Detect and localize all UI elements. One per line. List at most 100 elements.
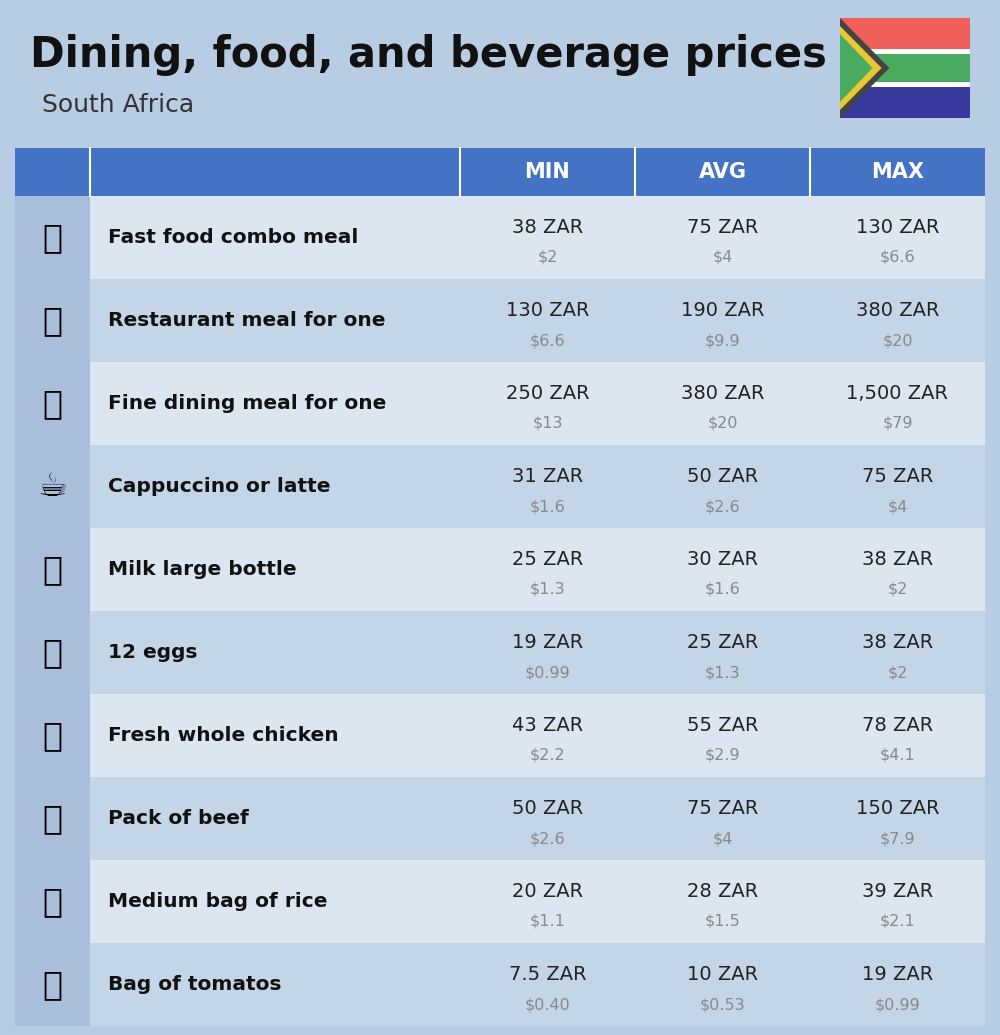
Text: 43 ZAR: 43 ZAR	[512, 716, 583, 735]
Text: $6.6: $6.6	[530, 333, 565, 348]
Bar	[635, 860, 810, 943]
Bar	[15, 148, 90, 196]
Text: 50 ZAR: 50 ZAR	[687, 467, 758, 486]
Text: $2.2: $2.2	[530, 748, 565, 763]
Text: $2.9: $2.9	[705, 748, 740, 763]
Text: 🍗: 🍗	[42, 719, 62, 752]
Text: 38 ZAR: 38 ZAR	[862, 633, 933, 652]
Text: 75 ZAR: 75 ZAR	[862, 467, 933, 486]
Bar	[15, 445, 90, 528]
Bar	[810, 860, 985, 943]
Text: 78 ZAR: 78 ZAR	[862, 716, 933, 735]
Bar	[810, 445, 985, 528]
Bar	[90, 694, 460, 777]
Bar	[810, 148, 985, 196]
Text: 38 ZAR: 38 ZAR	[512, 218, 583, 237]
Text: $0.99: $0.99	[875, 997, 920, 1012]
Text: 10 ZAR: 10 ZAR	[687, 965, 758, 984]
Bar	[90, 777, 460, 860]
Bar	[460, 528, 635, 611]
Bar	[810, 943, 985, 1026]
Text: 🍳: 🍳	[42, 304, 62, 337]
Text: $4: $4	[712, 831, 733, 846]
Bar	[635, 445, 810, 528]
Text: Bag of tomatos: Bag of tomatos	[108, 975, 282, 994]
Bar	[15, 694, 90, 777]
Text: 380 ZAR: 380 ZAR	[681, 384, 764, 403]
Bar	[90, 362, 460, 445]
Text: $2.1: $2.1	[880, 914, 915, 929]
Text: 25 ZAR: 25 ZAR	[687, 633, 758, 652]
Text: 28 ZAR: 28 ZAR	[687, 882, 758, 901]
Text: $1.3: $1.3	[705, 666, 740, 680]
Text: AVG: AVG	[698, 162, 746, 182]
Bar	[460, 943, 635, 1026]
Text: $20: $20	[707, 416, 738, 431]
Text: 🍽: 🍽	[42, 387, 62, 420]
Text: $4: $4	[712, 250, 733, 265]
Text: 250 ZAR: 250 ZAR	[506, 384, 589, 403]
Text: 🍟: 🍟	[42, 221, 62, 254]
Text: 🥚: 🥚	[42, 635, 62, 669]
Text: 150 ZAR: 150 ZAR	[856, 799, 939, 818]
Bar	[90, 148, 460, 196]
Text: 19 ZAR: 19 ZAR	[512, 633, 583, 652]
Text: $2: $2	[537, 250, 558, 265]
Text: South Africa: South Africa	[42, 93, 194, 117]
Bar	[460, 196, 635, 279]
Text: Fine dining meal for one: Fine dining meal for one	[108, 394, 386, 413]
Text: $2.6: $2.6	[705, 499, 740, 514]
Bar	[840, 82, 970, 87]
Bar	[90, 196, 460, 279]
Text: 380 ZAR: 380 ZAR	[856, 301, 939, 320]
Bar	[460, 611, 635, 694]
Text: $6.6: $6.6	[880, 250, 915, 265]
Text: $1.1: $1.1	[530, 914, 565, 929]
Bar	[15, 279, 90, 362]
Bar	[460, 362, 635, 445]
Polygon shape	[840, 26, 882, 110]
Bar	[15, 777, 90, 860]
Text: $1.3: $1.3	[530, 582, 565, 597]
Text: 31 ZAR: 31 ZAR	[512, 467, 583, 486]
Bar	[635, 694, 810, 777]
Text: Fast food combo meal: Fast food combo meal	[108, 228, 358, 247]
Bar	[810, 196, 985, 279]
Text: 130 ZAR: 130 ZAR	[506, 301, 589, 320]
Text: 12 eggs: 12 eggs	[108, 643, 198, 662]
Text: 25 ZAR: 25 ZAR	[512, 550, 583, 569]
Bar	[840, 54, 970, 82]
Text: 🍅: 🍅	[42, 968, 62, 1001]
Bar	[90, 611, 460, 694]
Bar	[15, 611, 90, 694]
Bar	[635, 362, 810, 445]
Text: Medium bag of rice: Medium bag of rice	[108, 892, 328, 911]
Text: 190 ZAR: 190 ZAR	[681, 301, 764, 320]
Text: 🥩: 🥩	[42, 802, 62, 835]
Polygon shape	[840, 18, 889, 118]
Text: $4: $4	[887, 499, 908, 514]
Text: 39 ZAR: 39 ZAR	[862, 882, 933, 901]
Bar	[840, 49, 970, 54]
Text: 75 ZAR: 75 ZAR	[687, 218, 758, 237]
Bar	[15, 943, 90, 1026]
Text: 7.5 ZAR: 7.5 ZAR	[509, 965, 586, 984]
Text: Cappuccino or latte: Cappuccino or latte	[108, 477, 330, 496]
Text: $0.99: $0.99	[525, 666, 570, 680]
Bar	[635, 528, 810, 611]
Text: Fresh whole chicken: Fresh whole chicken	[108, 726, 339, 745]
Text: $20: $20	[882, 333, 913, 348]
Bar	[460, 445, 635, 528]
Text: $4.1: $4.1	[880, 748, 915, 763]
Bar	[810, 528, 985, 611]
Bar	[15, 860, 90, 943]
Text: $0.40: $0.40	[525, 997, 570, 1012]
Text: 50 ZAR: 50 ZAR	[512, 799, 583, 818]
Bar	[90, 279, 460, 362]
Bar	[840, 18, 970, 118]
Bar	[810, 362, 985, 445]
Text: $79: $79	[882, 416, 913, 431]
Text: $9.9: $9.9	[705, 333, 740, 348]
Text: MIN: MIN	[525, 162, 570, 182]
Bar	[460, 860, 635, 943]
